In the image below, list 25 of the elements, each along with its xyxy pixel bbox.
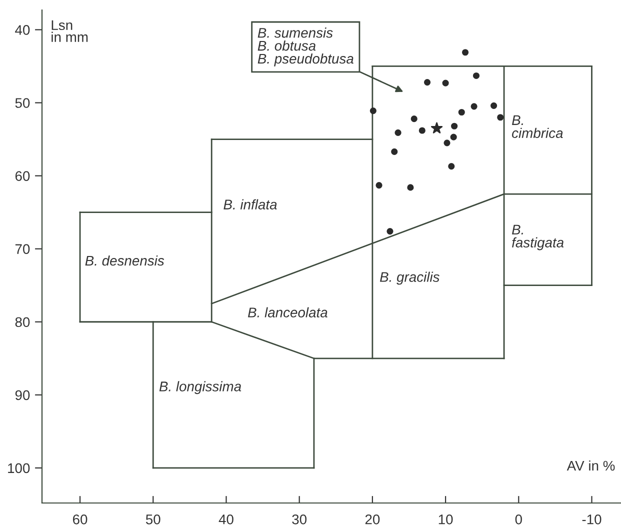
annotation: B. longissima (159, 381, 242, 394)
annotation: B. inflata (224, 199, 277, 210)
x-tick-label: 50 (146, 514, 160, 524)
x-tick-label: 30 (292, 514, 307, 524)
y-tick-label: 80 (15, 317, 30, 328)
y-tick-label: 60 (15, 171, 30, 181)
annotation: B. sumensis B. obtusa B. pseudobtusa (258, 28, 354, 66)
y-tick-label: 40 (15, 25, 30, 35)
y-axis-title: Lsn in mm (52, 20, 88, 42)
x-axis-title: AV in % (566, 460, 615, 471)
x-tick-label: 40 (218, 514, 234, 524)
annotation: B. gracilis (380, 272, 440, 285)
x-tick-label: 0 (515, 514, 522, 524)
annotation: B. cimbrica (512, 115, 563, 138)
y-tick-label: 70 (15, 244, 30, 254)
annotation: B. fastigata (512, 224, 564, 250)
annotation: B. desnensis (85, 255, 164, 266)
y-tick-label: 90 (15, 390, 30, 400)
x-tick-label: -10 (582, 514, 602, 524)
x-tick-label: 20 (365, 514, 380, 524)
annotation: B. lanceolata (248, 307, 328, 318)
x-tick-label: 10 (438, 514, 453, 524)
x-tick-label: 60 (72, 514, 88, 524)
y-tick-label: 50 (15, 98, 30, 108)
y-tick-label: 100 (8, 463, 30, 474)
